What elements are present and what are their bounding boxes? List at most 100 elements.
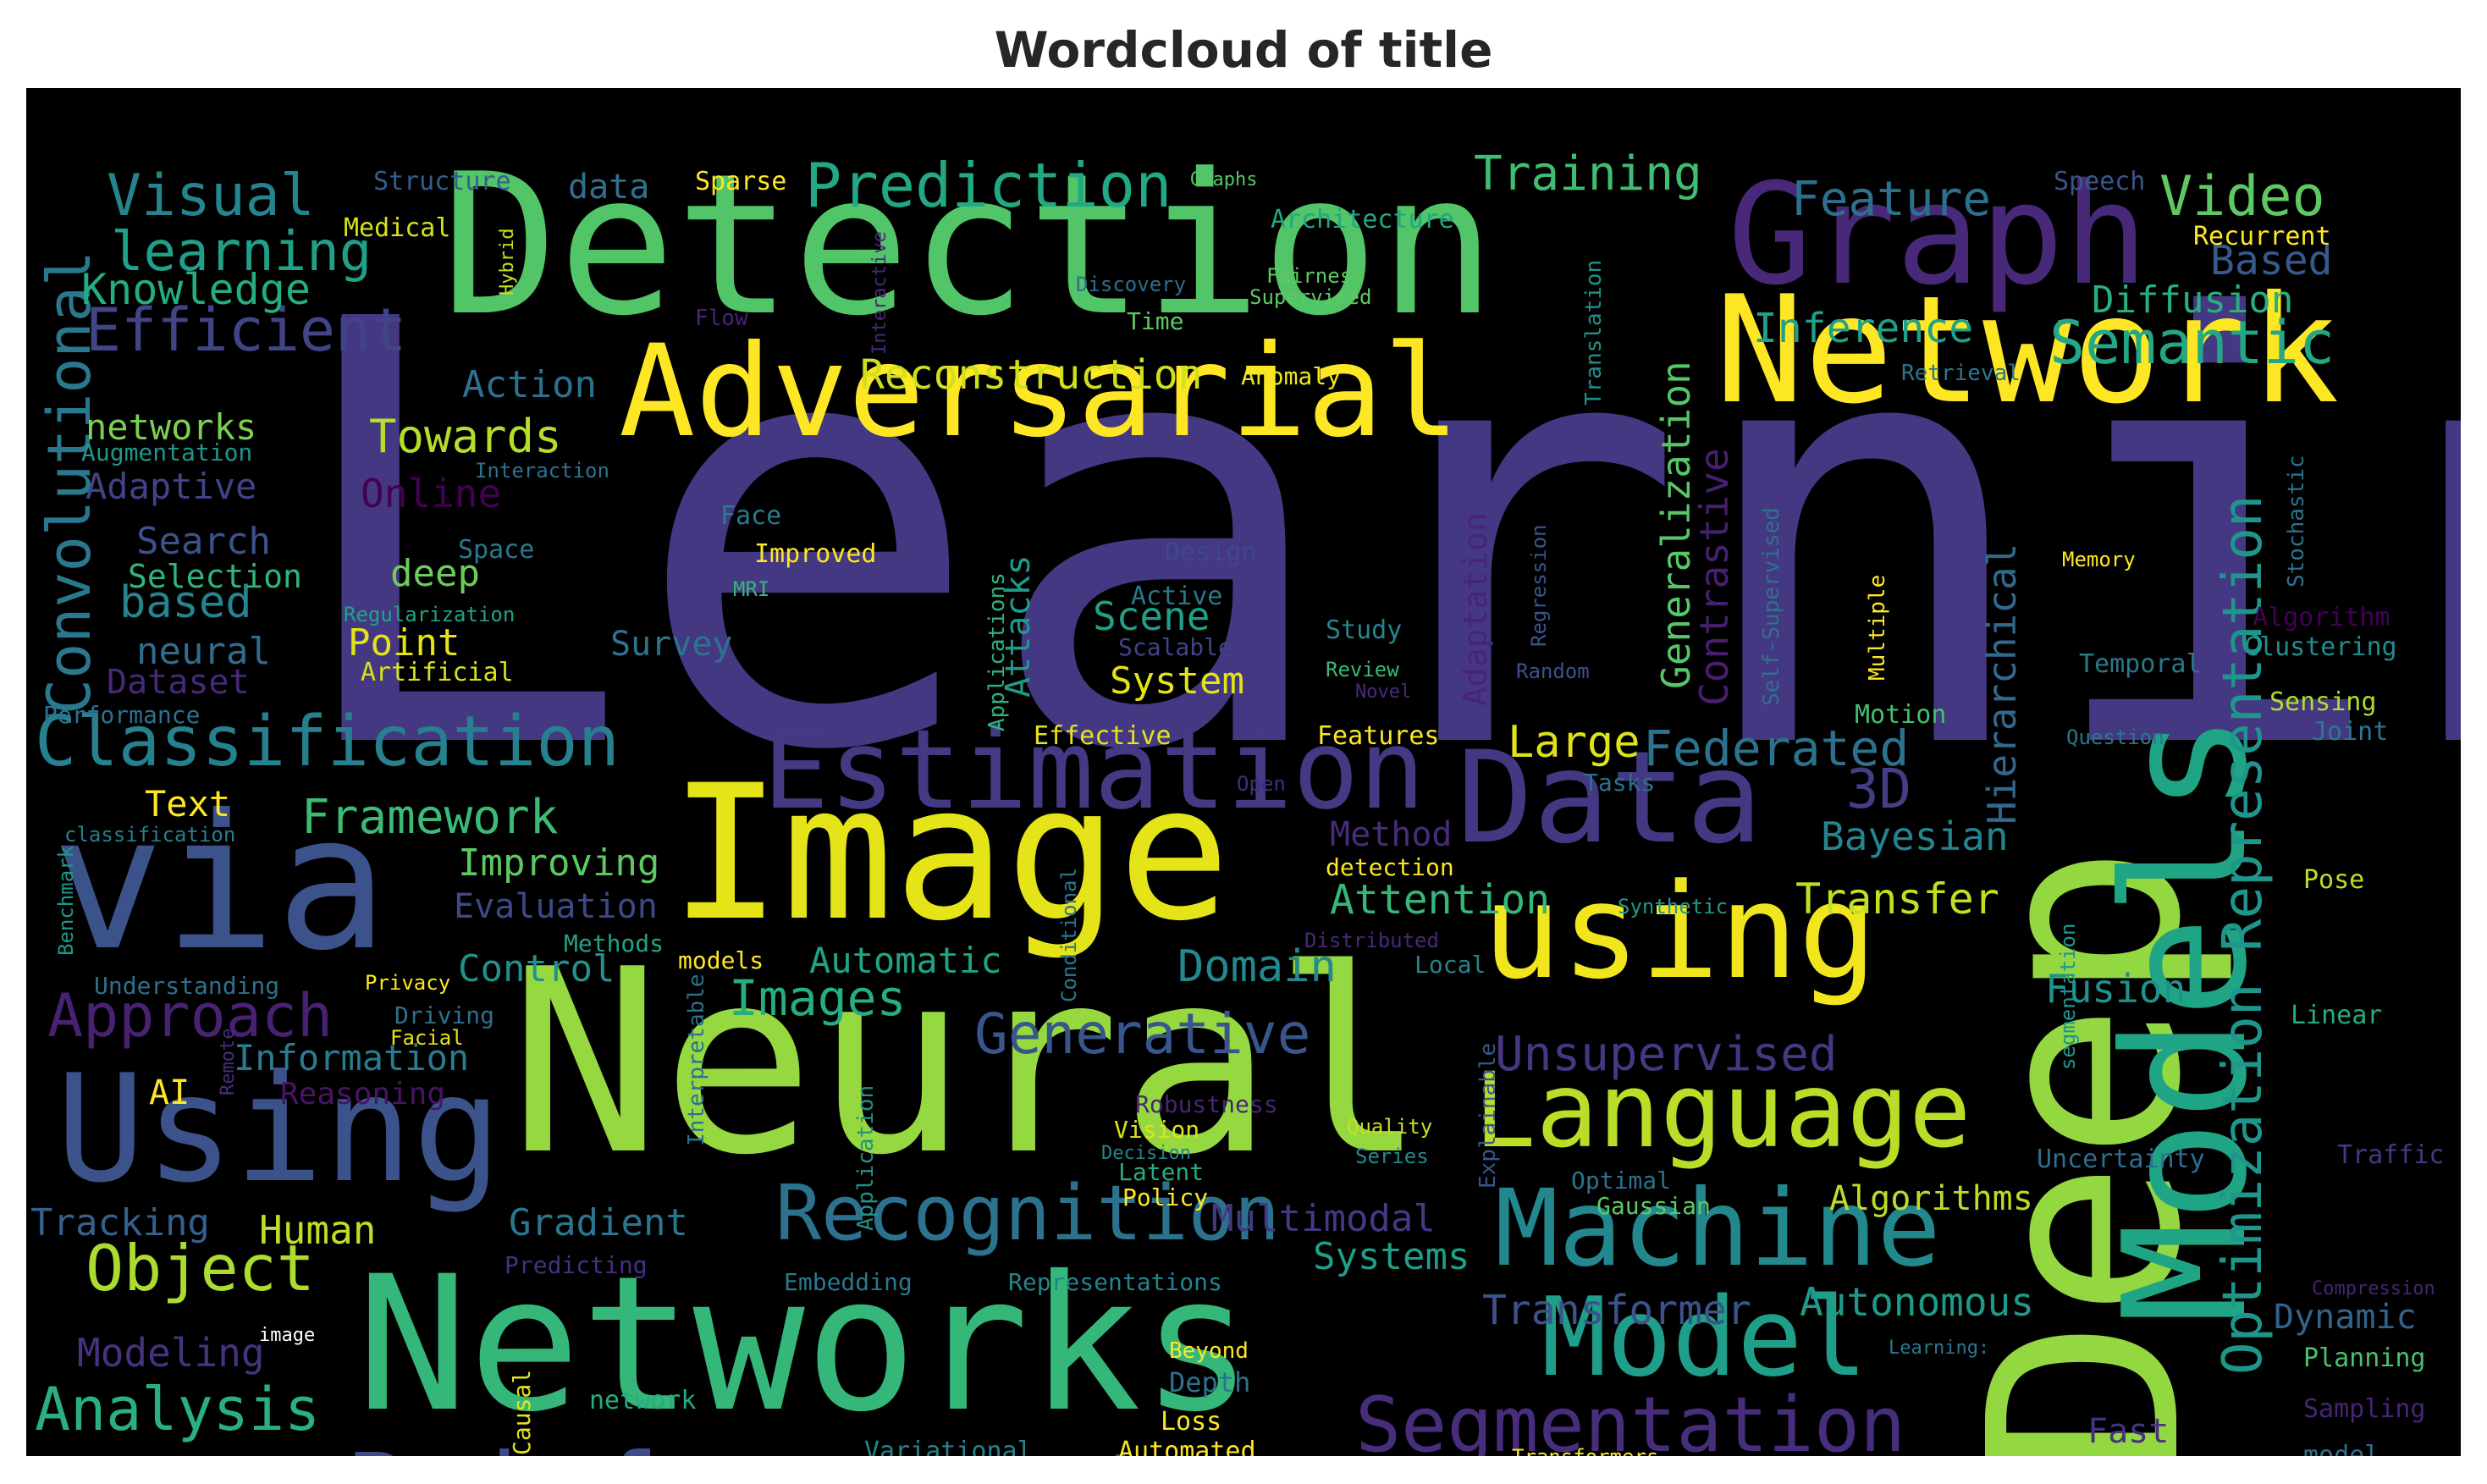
word-image: Image xyxy=(670,745,1230,962)
word-evaluation: Evaluation xyxy=(454,887,658,926)
word-based: based xyxy=(119,577,252,628)
word-diffusion: Diffusion xyxy=(2092,279,2293,322)
word-motion: Motion xyxy=(1855,700,1946,730)
word-estimation: Estimation xyxy=(763,705,1425,834)
word-traffic: Traffic xyxy=(2337,1140,2444,1170)
word-benchmark: Benchmark xyxy=(54,845,78,956)
word-approach: Approach xyxy=(47,981,333,1051)
word-language: Language xyxy=(1474,1051,1971,1171)
word-graphs: Graphs xyxy=(1190,169,1257,190)
word-3d: 3D xyxy=(1846,759,1911,821)
word-temporal: Temporal xyxy=(2079,649,2202,679)
word-scene: Scene xyxy=(1093,593,1210,639)
word-variational: Variational xyxy=(864,1437,1033,1456)
word-graph: Graph xyxy=(1728,153,2148,316)
word-interactive: Interactive xyxy=(869,231,891,355)
word-modeling: Modeling xyxy=(77,1330,265,1376)
word-sensing: Sensing xyxy=(2269,687,2376,717)
word-network: Network xyxy=(1715,265,2340,437)
word-object: Object xyxy=(85,1231,315,1305)
word-interaction: Interaction xyxy=(475,459,609,483)
word-optimization: Optimization xyxy=(2212,984,2275,1375)
word-flow: Flow xyxy=(695,306,748,331)
word-local: Local xyxy=(1414,951,1486,979)
word-gaussian: Gaussian xyxy=(1596,1192,1711,1220)
word-semantic: Semantic xyxy=(2049,308,2335,378)
word-learning: Learning: xyxy=(1889,1338,1989,1359)
word-representations: Representations xyxy=(1008,1268,1222,1296)
word-open: Open xyxy=(1237,772,1286,796)
word-model: Model xyxy=(1541,1275,1867,1401)
word-anomaly: Anomaly xyxy=(1241,362,1341,390)
word-fusion: Fusion xyxy=(2045,966,2186,1012)
word-online: Online xyxy=(361,471,501,516)
word-large: Large xyxy=(1508,717,1641,768)
word-adversarial: Adversarial xyxy=(619,318,1459,466)
word-active: Active xyxy=(1131,582,1222,611)
word-loss: Loss xyxy=(1161,1407,1221,1437)
word-time: Time xyxy=(1127,307,1183,335)
word-towards: Towards xyxy=(369,410,562,463)
word-survey: Survey xyxy=(610,625,733,664)
word-pose: Pose xyxy=(2303,865,2364,895)
word-synthetic: Synthetic xyxy=(1618,895,1728,919)
word-bayesian: Bayesian xyxy=(1821,814,2009,859)
word-algorithms: Algorithms xyxy=(1829,1179,2033,1218)
word-study: Study xyxy=(1326,615,1402,645)
word-human: Human xyxy=(259,1207,376,1253)
word-learning: Learning xyxy=(280,198,2461,878)
word-distributed: Distributed xyxy=(1304,929,1439,952)
word-question: Question xyxy=(2066,725,2164,749)
word-attention: Attention xyxy=(1330,876,1550,924)
word-architecture: Architecture xyxy=(1271,205,1454,234)
word-vision: Vision xyxy=(1114,1116,1199,1144)
word-deep: deep xyxy=(390,552,480,595)
word-remote: Remote xyxy=(218,1029,239,1095)
word-structure: Structure xyxy=(373,167,511,196)
word-synthesis: Synthesis xyxy=(35,1454,173,1456)
word-gradient: Gradient xyxy=(509,1201,688,1244)
word-image: image xyxy=(259,1325,315,1346)
word-beyond: Beyond xyxy=(1169,1338,1249,1364)
word-improved: Improved xyxy=(754,539,877,569)
word-augmentation: Augmentation xyxy=(81,439,252,466)
word-applications: Applications xyxy=(984,572,1010,731)
word-machine: Machine xyxy=(1495,1167,1941,1290)
word-automated: Automated xyxy=(1118,1437,1256,1456)
word-transformer: Transformer xyxy=(1482,1287,1751,1334)
word-latent: Latent xyxy=(1118,1158,1204,1186)
word-prediction: Prediction xyxy=(805,150,1172,221)
word-series: Series xyxy=(1355,1145,1429,1168)
word-self-supervised: Self-Supervised xyxy=(1759,507,1784,706)
word-design: Design xyxy=(1165,538,1256,567)
word-automatic: Automatic xyxy=(809,940,1002,981)
word-algorithm: Algorithm xyxy=(2253,603,2390,632)
word-quality: Quality xyxy=(1347,1115,1432,1139)
word-random: Random xyxy=(1516,659,1590,683)
word-networks: networks xyxy=(85,406,256,448)
word-systems: Systems xyxy=(1313,1235,1470,1278)
word-reinforcement: Reinforcement xyxy=(348,1432,1156,1456)
word-depth: Depth xyxy=(1169,1366,1250,1398)
word-segmentation: segmentation xyxy=(2056,924,2080,1070)
word-supervised: Supervised xyxy=(1249,285,1372,309)
chart-title: Wordcloud of title xyxy=(994,21,1493,79)
word-convolutional: Convolutional xyxy=(35,251,104,714)
word-detection: detection xyxy=(1326,853,1454,881)
word-improving: Improving xyxy=(458,841,659,885)
word-privacy: Privacy xyxy=(365,971,450,995)
word-control: Control xyxy=(458,947,615,990)
word-hybrid: Hybrid xyxy=(497,229,518,295)
word-based: Based xyxy=(2210,237,2333,284)
word-contrastive: Contrastive xyxy=(1691,448,1737,706)
word-networks: Networks xyxy=(356,1236,1254,1453)
word-conditional: Conditional xyxy=(1057,868,1081,1002)
word-scalable: Scalable xyxy=(1118,633,1232,661)
word-using: Using xyxy=(56,1044,502,1216)
word-search: Search xyxy=(136,520,271,563)
word-training: Training xyxy=(1474,146,1702,201)
word-embedding: Embedding xyxy=(784,1268,913,1296)
word-sparse: Sparse xyxy=(695,167,786,196)
word-models: models xyxy=(678,946,764,974)
word-data: data xyxy=(568,168,649,207)
